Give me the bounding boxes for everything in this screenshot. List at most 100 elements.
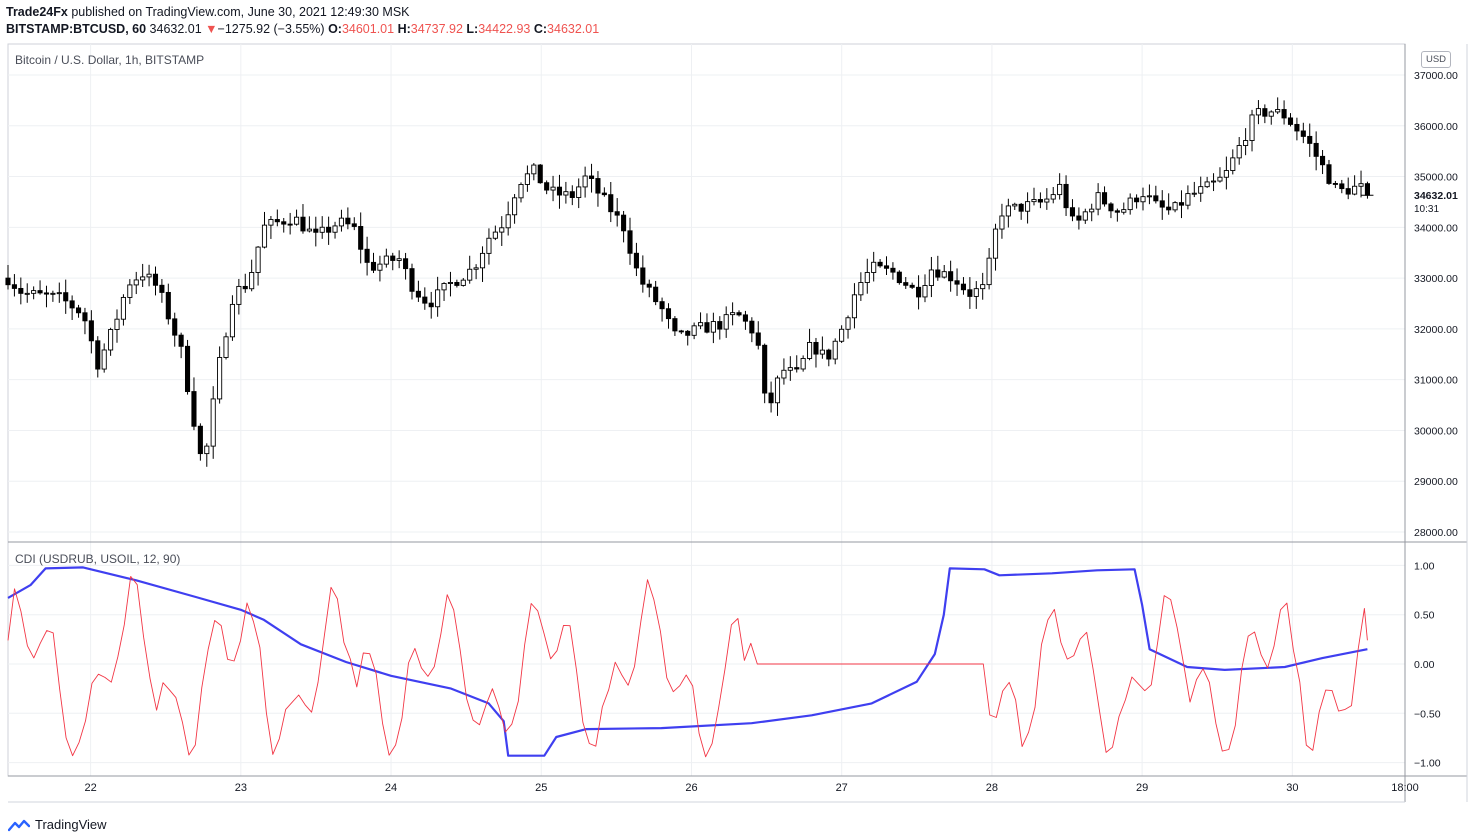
candle-down xyxy=(954,280,960,285)
candle-up xyxy=(133,279,139,286)
candle-down xyxy=(678,330,684,333)
candle-down xyxy=(640,267,646,285)
price-tick-label: 34000.00 xyxy=(1414,222,1458,234)
candle-down xyxy=(1178,202,1185,206)
candle-down xyxy=(960,283,967,291)
candle-up xyxy=(980,284,986,290)
candle-down xyxy=(646,283,652,288)
candle-down xyxy=(274,219,280,223)
high-value: 34737.92 xyxy=(410,22,463,36)
price-tick-label: 29000.00 xyxy=(1414,476,1458,488)
candle-down xyxy=(659,301,665,310)
candle-down xyxy=(191,391,197,427)
candle-up xyxy=(1243,140,1249,146)
candle-down xyxy=(326,226,332,233)
candle-down xyxy=(43,292,50,295)
candle-up xyxy=(928,269,934,286)
candle-up xyxy=(56,292,62,295)
candle-down xyxy=(896,271,902,284)
candle-down xyxy=(883,265,890,269)
time-tick-label: 23 xyxy=(235,782,247,794)
candle-down xyxy=(1345,188,1351,195)
candle-up xyxy=(1121,209,1127,213)
cdi-fast-line xyxy=(7,575,1368,758)
candle-down xyxy=(1018,203,1024,212)
candle-down xyxy=(1076,215,1082,221)
footer-brand[interactable]: TradingView xyxy=(35,817,107,832)
candle-down xyxy=(1159,200,1165,208)
candle-up xyxy=(1204,181,1210,188)
candle-up xyxy=(505,214,511,229)
candle-down xyxy=(1307,135,1313,144)
candle-up xyxy=(819,349,825,355)
time-tick-label: 22 xyxy=(84,782,96,794)
candle-up xyxy=(1050,194,1056,200)
candle-down xyxy=(242,285,248,290)
time-tick-label: 25 xyxy=(535,782,547,794)
candle-up xyxy=(1268,111,1274,117)
candle-down xyxy=(794,367,800,370)
candle-up xyxy=(1217,176,1223,182)
price-tick-label: 35000.00 xyxy=(1414,172,1458,184)
open-value: 34601.01 xyxy=(341,22,395,36)
candle-up xyxy=(435,289,441,308)
time-tick-label: 18:00 xyxy=(1391,782,1419,794)
candle-up xyxy=(31,290,37,294)
candle-up xyxy=(524,173,530,185)
candle-up xyxy=(787,367,793,371)
candle-up xyxy=(1236,145,1242,159)
candle-down xyxy=(358,226,364,250)
candle-up xyxy=(499,227,505,233)
candle-down xyxy=(608,194,614,213)
candle-down xyxy=(877,261,883,267)
cdi-tick-label: 0.50 xyxy=(1414,610,1435,622)
currency-badge[interactable]: USD xyxy=(1421,51,1451,68)
candle-down xyxy=(1108,203,1114,212)
candle-up xyxy=(1025,201,1031,212)
candle-down xyxy=(165,291,171,320)
candle-up xyxy=(973,288,979,297)
candle-up xyxy=(377,263,383,271)
candle-up xyxy=(723,314,729,330)
candle-up xyxy=(697,322,704,327)
candle-up xyxy=(1223,170,1229,178)
candle-up xyxy=(146,273,152,278)
candle-down xyxy=(1063,183,1069,209)
symbol-label[interactable]: BITSTAMP:BTCUSD, 60 xyxy=(6,22,147,36)
candle-down xyxy=(69,300,75,309)
cdi-slow-line xyxy=(7,566,1368,757)
tradingview-logo-icon xyxy=(8,819,30,831)
price-tick-label: 32000.00 xyxy=(1414,324,1458,336)
candle-up xyxy=(858,282,864,296)
candle-up xyxy=(1358,183,1364,187)
low-label: L: xyxy=(466,22,479,36)
candle-down xyxy=(1313,142,1319,157)
candle-down xyxy=(172,318,178,336)
candle-up xyxy=(1089,208,1095,213)
candle-down xyxy=(1332,182,1338,185)
candle-up xyxy=(839,328,845,342)
candle-up xyxy=(922,285,928,298)
candle-up xyxy=(999,215,1005,230)
candle-up xyxy=(1031,199,1037,203)
candle-up xyxy=(441,283,447,291)
candle-down xyxy=(633,252,639,269)
candle-up xyxy=(383,255,389,265)
candle-up xyxy=(396,258,402,261)
candle-up xyxy=(864,272,870,283)
candle-down xyxy=(948,271,954,282)
candle-up xyxy=(479,252,486,269)
candle-down xyxy=(916,286,922,298)
candle-up xyxy=(1057,183,1063,196)
candle-down xyxy=(422,296,428,304)
cdi-tick-label: 0.00 xyxy=(1414,659,1435,671)
candle-down xyxy=(653,286,659,303)
publisher-name[interactable]: Trade24Fx xyxy=(6,5,68,19)
price-tick-label: 30000.00 xyxy=(1414,425,1458,437)
candle-down xyxy=(152,273,159,286)
candle-down xyxy=(370,261,377,271)
candle-down xyxy=(672,318,678,332)
candle-up xyxy=(50,292,56,295)
candle-down xyxy=(428,302,434,308)
